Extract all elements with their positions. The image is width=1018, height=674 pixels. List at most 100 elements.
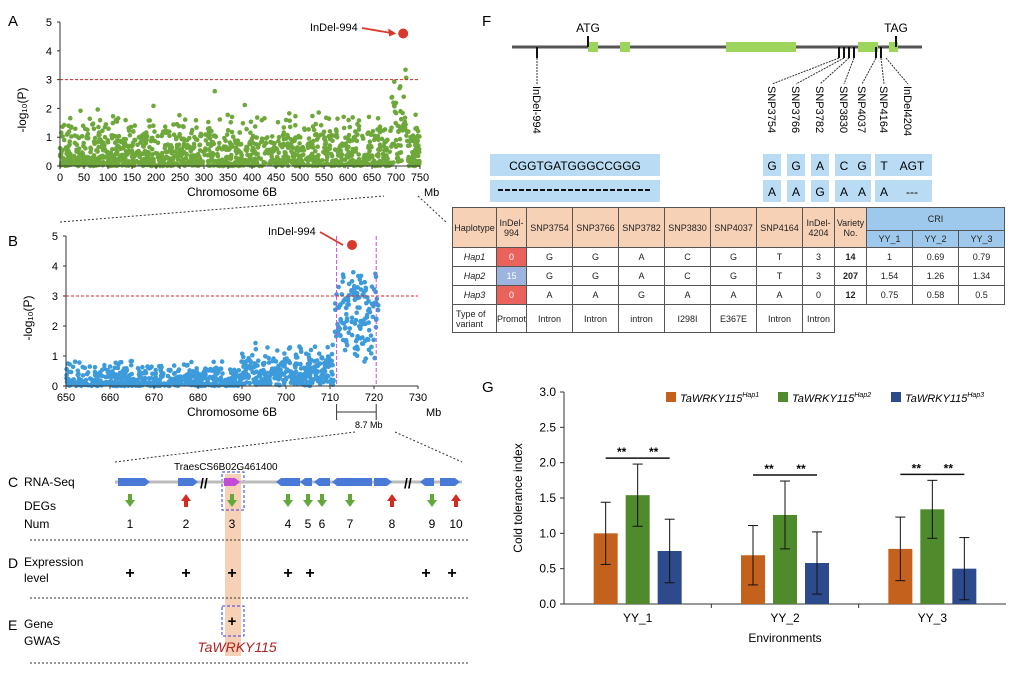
snp-point — [354, 290, 360, 296]
x-tick-label: 650 — [363, 172, 381, 184]
gene-track: // // 1 2 3 4 5 6 7 8 9 10 — [115, 475, 463, 531]
hap-snp: T — [756, 266, 803, 287]
snp-point — [99, 144, 105, 149]
snp-point — [110, 120, 116, 126]
gene-arrow — [276, 478, 300, 486]
snp-point — [137, 154, 142, 160]
snp-point — [342, 347, 348, 353]
snp-point — [211, 152, 216, 158]
snp-point — [137, 135, 142, 140]
snp-point — [95, 149, 100, 154]
snp-point — [281, 136, 287, 142]
snp-point — [107, 161, 113, 166]
hap-variety-no: 12 — [834, 285, 867, 306]
snp-point — [376, 153, 381, 159]
snp-point — [313, 376, 318, 381]
marker-point — [398, 28, 409, 39]
snp-point — [153, 374, 158, 380]
snp-point — [346, 132, 352, 138]
snp-point — [372, 162, 378, 167]
snp-point — [401, 94, 407, 100]
snp-point — [72, 133, 78, 138]
snp-point — [371, 337, 376, 343]
snp-point — [76, 146, 82, 151]
snp-point — [273, 359, 279, 364]
variant-leader — [771, 57, 840, 85]
exon — [588, 42, 598, 52]
snp-point — [291, 161, 297, 167]
snp-point — [200, 376, 206, 382]
snp-point — [338, 302, 343, 307]
snp-point — [157, 377, 163, 382]
snp-point — [113, 360, 118, 366]
snp-point — [116, 382, 121, 387]
snp-point — [252, 361, 257, 366]
snp-point — [360, 136, 366, 141]
snp-point — [364, 157, 370, 162]
gene-number: 8 — [389, 517, 396, 531]
snp-point — [87, 364, 93, 369]
allele-box — [835, 180, 853, 202]
snp-point — [149, 376, 154, 381]
snp-point — [331, 377, 336, 383]
snp-point — [192, 153, 198, 159]
snp-point — [266, 360, 272, 365]
hap-snp: A — [572, 285, 619, 306]
x-tick-label: 150 — [123, 172, 141, 184]
snp-point — [177, 112, 182, 118]
snp-point — [349, 150, 354, 156]
th-snp: SNP3766 — [572, 206, 619, 249]
snp-point — [110, 114, 116, 119]
expression-plus-mark: + — [421, 565, 430, 582]
snp-point — [339, 152, 345, 157]
snp-point — [126, 125, 131, 131]
hap-snp: T — [756, 247, 803, 268]
snp-point — [344, 339, 349, 345]
snp-point — [234, 150, 239, 156]
snp-point — [293, 361, 299, 366]
snp-point — [283, 359, 289, 365]
snp-point — [259, 136, 265, 141]
snp-point — [363, 287, 369, 293]
snp-point — [305, 142, 311, 147]
snp-point — [211, 359, 216, 365]
snp-point — [318, 122, 324, 128]
th-indel4204: InDel-4204 — [802, 206, 835, 249]
snp-point — [123, 163, 128, 168]
table-row: Hap3 0 A A G A A A 0 12 0.75 0.58 0.5 — [452, 285, 1005, 306]
snp-point — [341, 114, 347, 120]
variant-leader — [885, 57, 909, 85]
snp-point — [369, 344, 374, 350]
snp-point — [182, 117, 188, 122]
gene-arrow — [224, 478, 240, 486]
snp-point — [269, 134, 275, 139]
snp-point — [135, 142, 140, 148]
snp-point — [346, 117, 351, 123]
significance-label: ** — [617, 445, 627, 459]
hap-cri: 0.5 — [958, 285, 1005, 306]
snp-point — [113, 117, 119, 123]
y-tick-label: 1.0 — [539, 526, 556, 540]
snp-point — [335, 321, 340, 327]
snp-point — [366, 306, 372, 312]
snp-point — [349, 332, 355, 338]
snp-point — [227, 146, 232, 152]
hap-snp: A — [618, 247, 665, 268]
snp-point — [233, 382, 239, 387]
x-tick-label: 660 — [101, 392, 119, 404]
snp-point — [409, 138, 415, 144]
snp-point — [403, 75, 409, 81]
snp-point — [100, 128, 105, 133]
snp-point — [298, 381, 304, 386]
snp-point — [227, 381, 232, 386]
snp-point — [319, 373, 324, 378]
snp-point — [362, 153, 367, 158]
snp-point — [281, 130, 287, 135]
snp-point — [321, 129, 327, 135]
y-tick-label: 5 — [46, 17, 52, 29]
x-tick-label: 300 — [195, 172, 213, 184]
panel-a-ylabel: -log₁₀(P) — [15, 87, 29, 132]
snp-point — [275, 348, 280, 353]
snp-point — [377, 142, 383, 147]
snp-point — [189, 130, 194, 136]
